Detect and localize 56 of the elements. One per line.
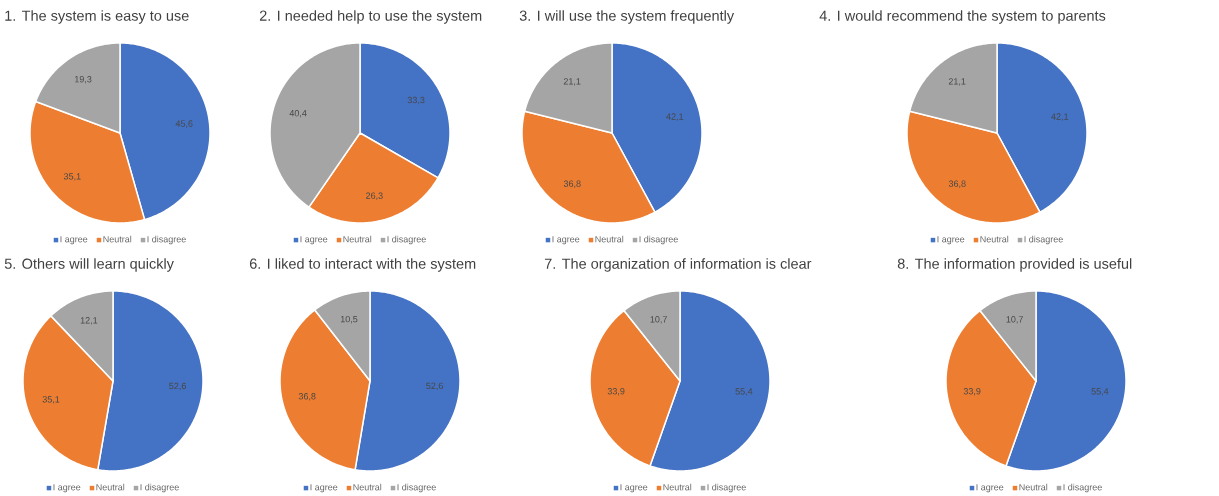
legend-label: Neutral (96, 483, 125, 491)
data-label: 12,1 (80, 317, 98, 325)
legend-label: I agree (310, 484, 338, 493)
chart-title: 3. I will use the system frequently (519, 10, 735, 24)
legend-label: I agree (937, 236, 965, 245)
data-label: 52,6 (169, 382, 186, 391)
legend-label: Neutral (103, 235, 132, 243)
chart-title: 2. I needed help to use the system (259, 10, 482, 24)
legend-label: Neutral (980, 235, 1009, 243)
legend-label: Neutral (1019, 483, 1048, 491)
data-label: 21,1 (563, 78, 581, 86)
legend-label: I disagree (387, 235, 426, 245)
legend-label: I agree (300, 236, 328, 245)
legend-label: I agree (53, 484, 81, 493)
legend-label: I agree (552, 236, 580, 245)
legend-label: Neutral (663, 483, 692, 491)
chart-title: 6. I liked to interact with the system (249, 258, 476, 272)
data-label: 21,1 (948, 78, 966, 86)
data-label: 10,5 (340, 315, 358, 324)
legend-label: Neutral (343, 235, 372, 243)
data-label: 10,7 (650, 316, 667, 324)
legend-label: I disagree (1024, 235, 1063, 245)
legend-label: I agree (620, 484, 648, 493)
data-label: 52,6 (426, 382, 443, 391)
data-label: 19,3 (75, 76, 92, 84)
data-label: 55,4 (735, 388, 753, 396)
data-label: 36,8 (298, 393, 316, 401)
data-label: 45,6 (175, 120, 193, 128)
data-label: 26,3 (366, 192, 383, 200)
legend-label: I agree (976, 484, 1004, 493)
data-label: 33,9 (963, 388, 981, 396)
data-label: 42,1 (1051, 113, 1069, 121)
chart-title: 4. I would recommend the system to parents (819, 10, 1106, 24)
legend-label: Neutral (595, 235, 624, 243)
data-label: 35,1 (63, 173, 81, 181)
data-label: 36,8 (563, 180, 581, 188)
data-label: 10,7 (1006, 316, 1023, 324)
data-label: 35,1 (42, 396, 60, 404)
legend-label: I agree (60, 236, 88, 245)
legend-label: Neutral (353, 483, 382, 491)
legend-label: I disagree (397, 483, 436, 493)
chart-title: 1. The system is easy to use (5, 10, 189, 24)
data-label: 55,4 (1091, 388, 1109, 396)
data-label: 42,1 (666, 113, 684, 121)
chart-title: 5. Others will learn quickly (4, 258, 174, 272)
chart-title: 7. The organization of information is clear (544, 258, 812, 272)
data-label: 40,4 (289, 110, 307, 118)
legend-label: I disagree (707, 483, 746, 493)
legend-label: I disagree (147, 235, 186, 245)
data-label: 33,3 (407, 96, 425, 105)
legend-label: I disagree (140, 483, 179, 493)
legend-label: I disagree (639, 235, 678, 245)
chart-title: 8. The information provided is useful (897, 258, 1132, 272)
data-label: 33,9 (607, 388, 625, 396)
legend-label: I disagree (1063, 483, 1102, 493)
data-label: 36,8 (948, 180, 966, 188)
